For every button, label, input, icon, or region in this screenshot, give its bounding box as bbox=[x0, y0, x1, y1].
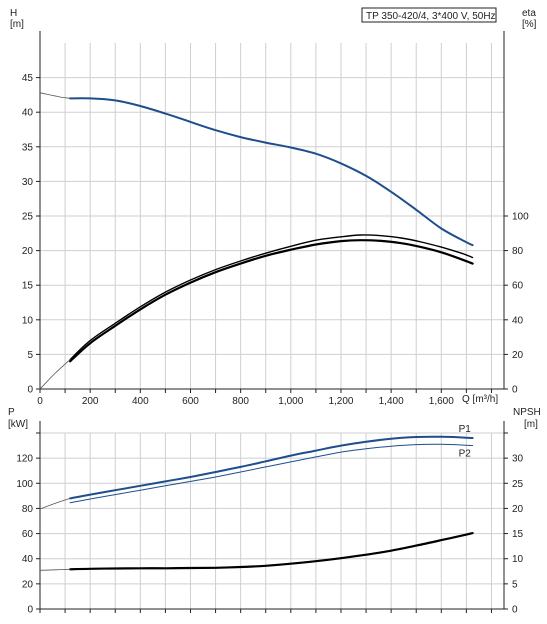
left-axis-tick-label: 60 bbox=[22, 529, 34, 540]
left-axis-tick-label: 25 bbox=[22, 212, 34, 223]
series-line-plot-bottom-3 bbox=[69, 532, 474, 571]
left-axis-tick-label: 40 bbox=[22, 554, 34, 565]
x-axis-tick-label: 200 bbox=[82, 396, 99, 407]
left-axis-tick-label: 40 bbox=[22, 108, 34, 119]
x-axis-tick-label: 1,600 bbox=[429, 396, 454, 407]
x-axis-label: Q [m³/h] bbox=[462, 394, 498, 405]
chart-title-box: TP 350-420/4, 3*400 V, 50Hz bbox=[361, 7, 497, 23]
right-axis-tick-label: 20 bbox=[512, 350, 524, 361]
h-axis-label: H bbox=[10, 8, 17, 19]
left-axis-tick-label: 10 bbox=[22, 315, 34, 326]
left-axis-tick-label: 20 bbox=[22, 246, 34, 257]
npsh-axis-unit: [m] bbox=[524, 419, 538, 430]
left-axis-tick-label: 45 bbox=[22, 73, 34, 84]
eta-axis-unit: [%] bbox=[522, 19, 537, 30]
right-axis-tick-label: 15 bbox=[512, 529, 524, 540]
left-axis-tick-label: 0 bbox=[27, 605, 33, 616]
x-axis-tick-label: 1,400 bbox=[379, 396, 404, 407]
right-axis-tick-label: 0 bbox=[512, 605, 518, 616]
left-axis-tick-label: 120 bbox=[16, 454, 33, 465]
h-axis-unit: [m] bbox=[10, 19, 24, 30]
right-axis-tick-label: 25 bbox=[512, 479, 524, 490]
right-axis-tick-label: 100 bbox=[512, 212, 529, 223]
series-line-plot-top-4 bbox=[39, 359, 71, 390]
x-axis-tick-label: 800 bbox=[232, 396, 249, 407]
eta-axis-label: eta bbox=[522, 8, 536, 19]
left-axis-tick-label: 30 bbox=[22, 177, 34, 188]
left-axis-tick-label: 5 bbox=[27, 350, 33, 361]
series-line-plot-top-0 bbox=[69, 97, 474, 247]
head-efficiency-plot: 0 5 10 15 20 25 30 35 40 45 0 20 40 60 80 100 0 200 400 600… bbox=[22, 31, 529, 407]
chart-title: TP 350-420/4, 3*400 V, 50Hz bbox=[366, 11, 496, 22]
npsh-axis-label: NPSH bbox=[513, 407, 541, 418]
right-axis-tick-label: 10 bbox=[512, 554, 524, 565]
x-axis-tick-label: 1,000 bbox=[278, 396, 303, 407]
left-axis-tick-label: 35 bbox=[22, 142, 34, 153]
series-label-p2: P2 bbox=[459, 449, 472, 460]
left-axis-tick-label: 80 bbox=[22, 504, 34, 515]
series-line-plot-bottom-2 bbox=[39, 498, 71, 510]
series-line-plot-bottom-4 bbox=[39, 568, 71, 571]
x-axis-tick-label: 1,200 bbox=[328, 396, 353, 407]
x-axis-tick-label: 400 bbox=[132, 396, 149, 407]
series-line-plot-bottom-1 bbox=[69, 443, 474, 504]
right-axis-tick-label: 40 bbox=[512, 315, 524, 326]
p-axis-label: P bbox=[8, 407, 15, 418]
right-axis-tick-label: 30 bbox=[512, 454, 524, 465]
power-npsh-plot: 0 20 40 60 80 100 120 0 5 10 15 20 25 30 P1 P2 bbox=[16, 421, 524, 616]
series-label-p1: P1 bbox=[459, 424, 472, 435]
left-axis-tick-label: 20 bbox=[22, 579, 34, 590]
x-axis-tick-label: 600 bbox=[182, 396, 199, 407]
x-axis-tick-label: 0 bbox=[37, 396, 43, 407]
right-axis-tick-label: 5 bbox=[512, 579, 518, 590]
right-axis-tick-label: 0 bbox=[512, 385, 518, 396]
right-axis-tick-label: 60 bbox=[512, 281, 524, 292]
left-axis-tick-label: 15 bbox=[22, 281, 34, 292]
series-line-plot-top-2 bbox=[69, 234, 474, 361]
right-axis-tick-label: 80 bbox=[512, 246, 524, 257]
left-axis-tick-label: 0 bbox=[27, 385, 33, 396]
right-axis-tick-label: 20 bbox=[512, 504, 524, 515]
left-axis-tick-label: 100 bbox=[16, 479, 33, 490]
p-axis-unit: [kW] bbox=[8, 419, 28, 430]
series-line-plot-top-3 bbox=[69, 239, 474, 363]
series-line-plot-top-1 bbox=[39, 92, 71, 99]
series-line-plot-bottom-0 bbox=[69, 435, 474, 500]
